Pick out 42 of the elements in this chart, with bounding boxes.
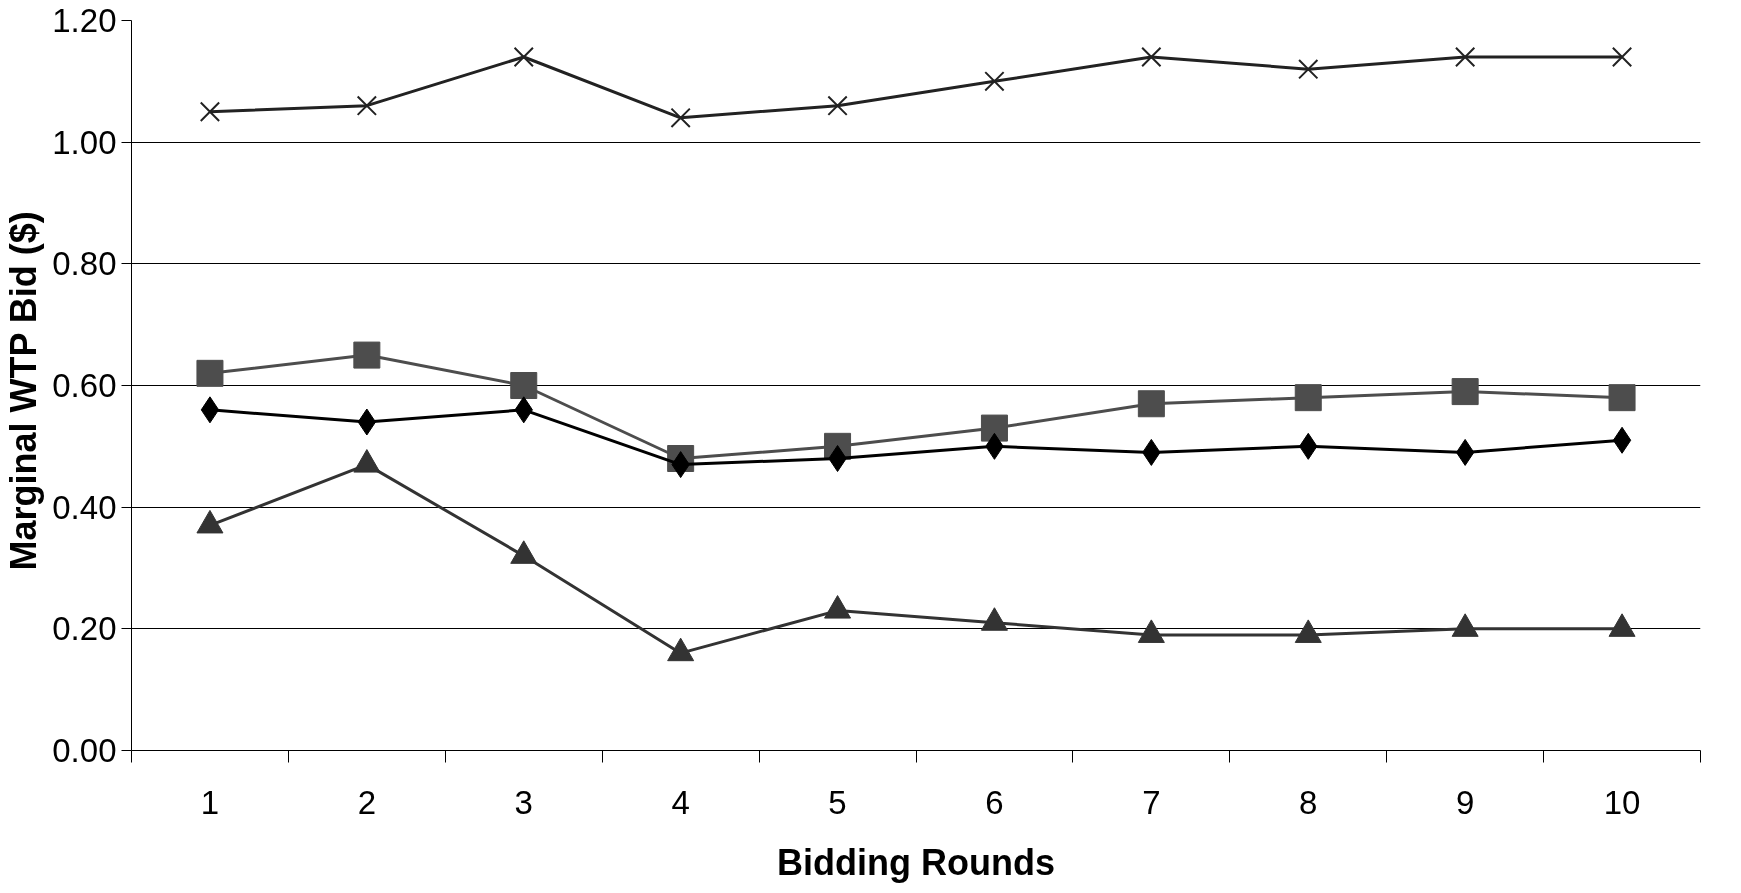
point — [1611, 46, 1633, 68]
point — [980, 414, 1008, 442]
point — [196, 359, 224, 387]
x-tick-label: 4 — [671, 783, 690, 821]
x-tick-label: 1 — [200, 783, 220, 821]
point — [1451, 378, 1479, 406]
point — [353, 341, 381, 369]
point — [199, 101, 221, 122]
y-tick-label: 1.20 — [52, 2, 117, 39]
y-tick-label: 0.60 — [52, 367, 117, 404]
y-tick-label: 1.00 — [52, 123, 117, 161]
point — [1298, 58, 1319, 80]
point — [1612, 426, 1632, 454]
y-tick-label: 0.40 — [52, 488, 117, 526]
point — [1141, 46, 1162, 68]
x-axis-title: Bidding Rounds — [777, 841, 1055, 883]
x-tick-label: 8 — [1299, 783, 1318, 821]
point — [827, 95, 848, 116]
point — [200, 396, 220, 424]
point — [984, 71, 1005, 92]
x-tick-label: 7 — [1142, 783, 1161, 821]
point — [1137, 390, 1165, 418]
point — [356, 95, 378, 116]
point — [357, 408, 377, 436]
y-tick-label: 0.80 — [52, 245, 117, 283]
point — [1608, 384, 1636, 412]
point — [510, 372, 538, 399]
point — [1454, 46, 1476, 68]
x-tick-label: 10 — [1603, 783, 1641, 821]
x-tick-label: 9 — [1455, 783, 1475, 821]
point — [828, 445, 847, 472]
point — [1455, 438, 1475, 466]
y-axis-title: Marginal WTP Bid ($) — [3, 211, 45, 571]
point — [513, 46, 534, 68]
x-tick-label: 5 — [828, 783, 847, 821]
x-tick-label: 3 — [514, 783, 533, 821]
x-tick-label: 2 — [357, 783, 377, 821]
y-tick-label: 0.00 — [52, 732, 117, 769]
y-tick-label: 0.20 — [52, 610, 117, 648]
point — [670, 107, 691, 129]
point — [1294, 384, 1322, 412]
x-tick-label: 6 — [985, 783, 1004, 821]
